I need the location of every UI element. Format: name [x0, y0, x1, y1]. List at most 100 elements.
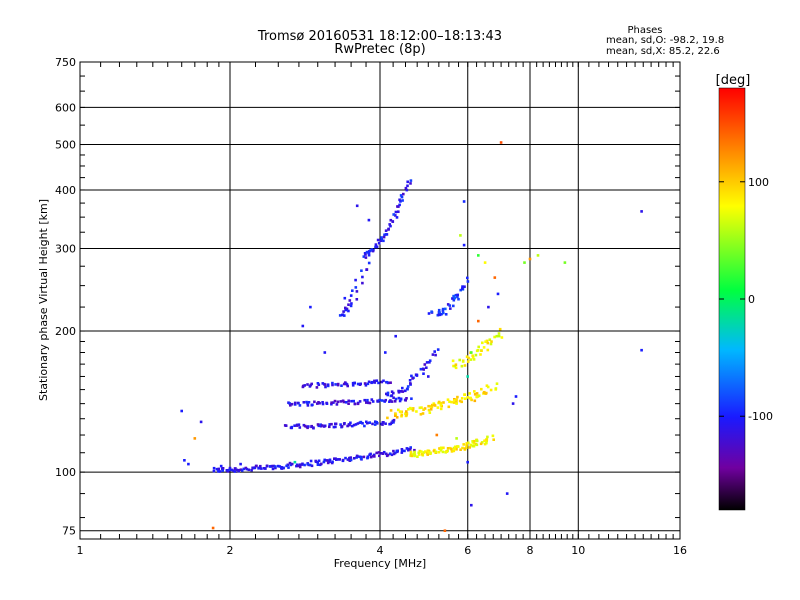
- data-point: [217, 470, 220, 473]
- data-point: [308, 385, 312, 388]
- data-point: [398, 198, 401, 202]
- data-point: [406, 180, 409, 184]
- data-point: [367, 261, 371, 265]
- data-point: [395, 216, 399, 219]
- data-point: [497, 332, 501, 335]
- data-point: [408, 448, 412, 451]
- data-point: [477, 254, 480, 257]
- data-point: [212, 469, 216, 473]
- data-point: [398, 399, 402, 403]
- data-point: [413, 448, 416, 452]
- data-point: [451, 297, 454, 300]
- data-point: [290, 402, 294, 406]
- data-point: [309, 305, 312, 309]
- data-point: [251, 466, 254, 470]
- data-point: [323, 383, 327, 386]
- data-point: [392, 391, 395, 395]
- data-point: [386, 393, 389, 397]
- data-point: [461, 446, 464, 450]
- data-point: [287, 466, 290, 469]
- data-point: [298, 426, 302, 429]
- data-point: [293, 401, 297, 405]
- data-point: [228, 466, 232, 470]
- data-point: [446, 398, 450, 401]
- data-point: [306, 383, 309, 386]
- data-point: [330, 402, 333, 406]
- data-point: [217, 467, 221, 471]
- data-point: [468, 392, 471, 395]
- data-point: [346, 424, 349, 428]
- data-point: [303, 424, 307, 428]
- data-point: [396, 205, 399, 208]
- data-point: [250, 468, 253, 472]
- data-point: [469, 396, 472, 400]
- data-point: [434, 450, 438, 454]
- data-point: [325, 459, 328, 462]
- data-point: [439, 449, 443, 452]
- data-point: [423, 407, 427, 410]
- data-point: [481, 341, 484, 345]
- colorbar-label: [deg]: [716, 73, 751, 88]
- data-point: [505, 492, 509, 495]
- data-point: [466, 276, 469, 280]
- y-tick-labels: 75 100 200 300 400 500 600 750: [55, 56, 76, 538]
- data-point: [328, 458, 332, 462]
- data-point: [418, 406, 422, 410]
- data-point: [429, 451, 432, 455]
- data-point: [416, 455, 419, 458]
- data-point: [364, 256, 368, 259]
- data-point: [452, 298, 456, 302]
- data-point: [297, 464, 300, 468]
- data-point: [392, 396, 395, 400]
- data-point: [362, 255, 366, 258]
- data-point: [492, 438, 495, 441]
- data-point: [454, 363, 458, 366]
- data-point: [432, 449, 436, 453]
- stats-line-x: mean, sd,X: 85.2, 22.6: [606, 46, 720, 57]
- x-tick-label: 2: [227, 544, 234, 557]
- data-point: [451, 359, 455, 363]
- data-point: [308, 463, 312, 467]
- data-point: [232, 469, 235, 472]
- data-point: [398, 410, 402, 413]
- data-point: [440, 312, 443, 316]
- data-point: [410, 397, 413, 400]
- data-point: [384, 233, 388, 236]
- data-point: [405, 397, 408, 400]
- data-point: [422, 408, 425, 411]
- data-point: [242, 467, 246, 471]
- y-tick-label: 300: [55, 243, 76, 256]
- data-point: [371, 454, 375, 458]
- data-point: [382, 239, 385, 243]
- data-point: [373, 379, 376, 383]
- data-point: [450, 400, 453, 404]
- data-point: [394, 210, 398, 214]
- data-point: [453, 399, 456, 402]
- data-point: [389, 381, 392, 384]
- data-point: [398, 390, 402, 393]
- data-point: [381, 399, 384, 402]
- data-point: [431, 353, 435, 356]
- data-point: [349, 421, 352, 425]
- data-point: [377, 381, 380, 385]
- data-point: [400, 448, 404, 451]
- data-point: [343, 422, 346, 425]
- data-point: [433, 350, 436, 353]
- data-point: [463, 447, 467, 450]
- data-point: [315, 386, 319, 389]
- data-point: [434, 353, 437, 357]
- data-point: [466, 360, 470, 363]
- data-point: [368, 421, 371, 424]
- data-point: [384, 398, 387, 402]
- data-point: [307, 425, 310, 428]
- data-point: [270, 464, 274, 468]
- data-point: [321, 424, 324, 427]
- data-point: [485, 438, 489, 441]
- data-point: [386, 453, 390, 457]
- data-point: [293, 403, 297, 406]
- data-point: [285, 464, 288, 468]
- data-point: [438, 313, 442, 317]
- data-point: [282, 466, 285, 470]
- data-point: [397, 408, 400, 412]
- data-point: [400, 451, 404, 454]
